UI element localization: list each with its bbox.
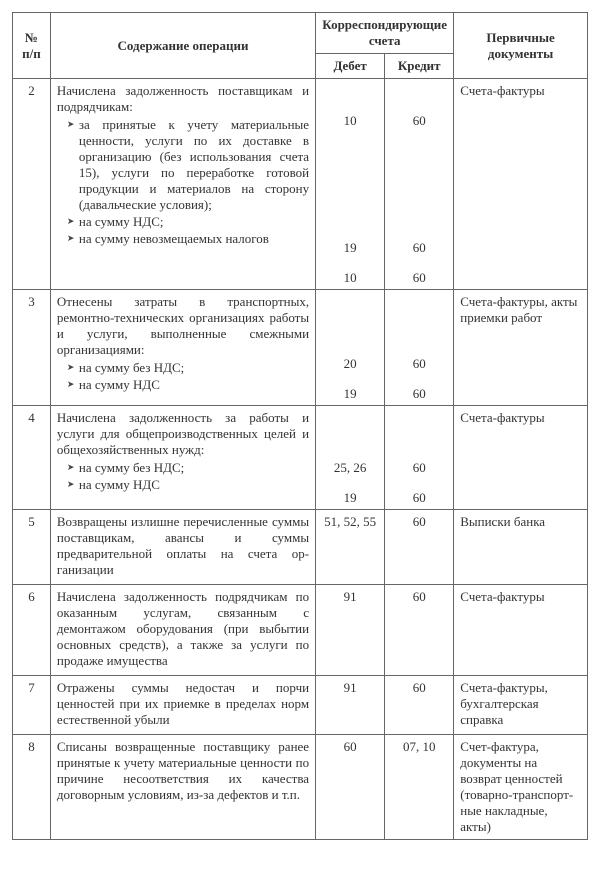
operation-subitem: на сумму без НДС;: [67, 360, 309, 376]
cell-credit: 60: [385, 510, 454, 585]
cell-debit: 91: [316, 585, 385, 676]
cell-description: Начислена задолженность постав­щикам и п…: [50, 79, 315, 290]
table-row: 6Начислена задолженность подрядчи­кам по…: [13, 585, 588, 676]
table-row: 3Отнесены затраты в транспортных, ремонт…: [13, 290, 588, 406]
cell-debit-value: 51, 52, 55: [322, 514, 378, 530]
cell-debit-value: 19: [322, 386, 378, 401]
cell-credit-value: 60: [391, 460, 447, 475]
operation-intro: Начислена задолженность подрядчи­кам по …: [57, 589, 309, 669]
table-row: 5Возвращены излишне перечисленные суммы …: [13, 510, 588, 585]
table-body: 2Начислена задолженность постав­щикам и …: [13, 79, 588, 840]
cell-credit-value: 60: [391, 514, 447, 530]
cell-debit-value: 10: [322, 113, 378, 128]
operation-subitems: на сумму без НДС;на сумму НДС: [57, 460, 309, 493]
col-credit: Кредит: [385, 54, 454, 79]
cell-number: 4: [13, 406, 51, 510]
cell-credit: 60 60: [385, 290, 454, 406]
cell-debit-value: 19: [322, 490, 378, 505]
cell-credit: 60 60 60: [385, 79, 454, 290]
cell-debit-value: 91: [322, 589, 378, 605]
operation-subitem: за принятые к учету материальные ценност…: [67, 117, 309, 213]
cell-documents: Счета-фактуры, акты приемки работ: [454, 290, 588, 406]
cell-credit-value: 60: [391, 386, 447, 401]
operation-intro: Списаны возвращенные поставщику ранее пр…: [57, 739, 309, 803]
cell-debit-value: 19: [322, 240, 378, 255]
cell-credit-value: 60: [391, 240, 447, 255]
operation-intro: Отражены суммы недостач и порчи ценносте…: [57, 680, 309, 728]
cell-debit: 91: [316, 676, 385, 735]
cell-documents: Выписки банка: [454, 510, 588, 585]
cell-documents: Счета-фактуры, бухгалтерская справка: [454, 676, 588, 735]
cell-credit: 60 60: [385, 406, 454, 510]
cell-credit: 60: [385, 585, 454, 676]
cell-number: 8: [13, 735, 51, 840]
operation-subitem: на сумму невозмещаемых налогов: [67, 231, 309, 247]
cell-description: Отнесены затраты в транспортных, ремонтн…: [50, 290, 315, 406]
cell-credit: 07, 10: [385, 735, 454, 840]
cell-credit: 60: [385, 676, 454, 735]
table-row: 7Отражены суммы недостач и порчи ценност…: [13, 676, 588, 735]
cell-credit-value: 60: [391, 113, 447, 128]
operation-subitems: за принятые к учету материальные ценност…: [57, 117, 309, 247]
operation-subitem: на сумму НДС: [67, 477, 309, 493]
operation-intro: Начислена задолженность за работы и услу…: [57, 410, 309, 458]
table-row: 2Начислена задолженность постав­щикам и …: [13, 79, 588, 290]
cell-description: Начислена задолженность за работы и услу…: [50, 406, 315, 510]
col-corr: Корреспондирующие счета: [316, 13, 454, 54]
cell-debit-value: 20: [322, 356, 378, 371]
accounting-operations-table: № п/п Содержание операции Корреспондирую…: [12, 12, 588, 840]
col-debit: Дебет: [316, 54, 385, 79]
cell-credit-value: 07, 10: [391, 739, 447, 755]
operation-intro: Отнесены затраты в транспортных, ремонтн…: [57, 294, 309, 358]
operation-subitem: на сумму НДС;: [67, 214, 309, 230]
table-row: 8Списаны возвращенные поставщику ранее п…: [13, 735, 588, 840]
cell-number: 7: [13, 676, 51, 735]
cell-documents: Счета-фактуры: [454, 406, 588, 510]
col-docs: Первичные документы: [454, 13, 588, 79]
cell-debit-value: 60: [322, 739, 378, 755]
cell-number: 5: [13, 510, 51, 585]
cell-debit: 2019: [316, 290, 385, 406]
cell-debit-value: 91: [322, 680, 378, 696]
cell-number: 3: [13, 290, 51, 406]
cell-debit: 10 19 10: [316, 79, 385, 290]
cell-debit: 51, 52, 55: [316, 510, 385, 585]
operation-intro: Начислена задолженность постав­щикам и п…: [57, 83, 309, 115]
operation-subitem: на сумму без НДС;: [67, 460, 309, 476]
cell-debit: 60: [316, 735, 385, 840]
cell-credit-value: 60: [391, 490, 447, 505]
col-desc: Содержание операции: [50, 13, 315, 79]
cell-debit-value: 10: [322, 270, 378, 285]
cell-credit-value: 60: [391, 356, 447, 371]
cell-description: Отражены суммы недостач и порчи ценносте…: [50, 676, 315, 735]
col-number: № п/п: [13, 13, 51, 79]
cell-debit-value: 25, 26: [322, 460, 378, 475]
cell-credit-value: 60: [391, 680, 447, 696]
cell-documents: Счета-фактуры: [454, 585, 588, 676]
cell-number: 6: [13, 585, 51, 676]
cell-credit-value: 60: [391, 589, 447, 605]
table-row: 4Начислена задолженность за работы и усл…: [13, 406, 588, 510]
cell-number: 2: [13, 79, 51, 290]
operation-subitem: на сумму НДС: [67, 377, 309, 393]
cell-description: Списаны возвращенные поставщику ранее пр…: [50, 735, 315, 840]
cell-documents: Счет-фактура, документы на возврат ценно…: [454, 735, 588, 840]
cell-credit-value: 60: [391, 270, 447, 285]
cell-debit: 25, 26 19: [316, 406, 385, 510]
cell-description: Начислена задолженность подрядчи­кам по …: [50, 585, 315, 676]
cell-documents: Счета-фактуры: [454, 79, 588, 290]
operation-subitems: на сумму без НДС;на сумму НДС: [57, 360, 309, 393]
table-header: № п/п Содержание операции Корреспондирую…: [13, 13, 588, 79]
cell-description: Возвращены излишне перечисленные суммы п…: [50, 510, 315, 585]
operation-intro: Возвращены излишне перечисленные суммы п…: [57, 514, 309, 578]
